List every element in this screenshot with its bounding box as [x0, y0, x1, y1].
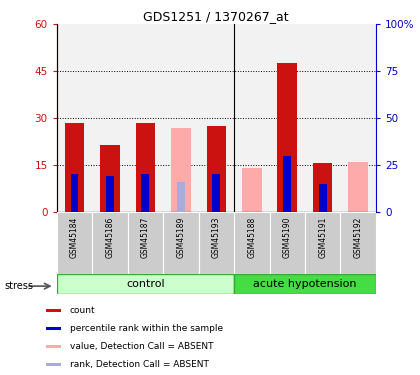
Bar [142, 174, 149, 212]
Text: GSM45193: GSM45193 [212, 217, 221, 258]
Bar [305, 24, 341, 212]
Bar [305, 212, 341, 274]
Text: GSM45190: GSM45190 [283, 217, 292, 258]
Text: percentile rank within the sample: percentile rank within the sample [70, 324, 223, 333]
Bar [319, 184, 327, 212]
Bar [242, 168, 262, 212]
Bar [65, 123, 84, 212]
Title: GDS1251 / 1370267_at: GDS1251 / 1370267_at [144, 10, 289, 23]
Bar [284, 156, 291, 212]
Text: rank, Detection Call = ABSENT: rank, Detection Call = ABSENT [70, 360, 209, 369]
Bar [278, 63, 297, 212]
Text: count: count [70, 306, 96, 315]
Bar [199, 24, 234, 212]
Bar [349, 162, 368, 212]
Text: GSM45189: GSM45189 [176, 217, 185, 258]
Text: GSM45186: GSM45186 [105, 217, 114, 258]
Text: GSM45184: GSM45184 [70, 217, 79, 258]
Bar [234, 274, 376, 294]
Bar [177, 182, 185, 212]
Bar [213, 174, 220, 212]
Bar [234, 24, 270, 212]
Bar [341, 24, 376, 212]
Bar [46, 327, 61, 330]
Bar [199, 212, 234, 274]
Text: GSM45188: GSM45188 [247, 217, 256, 258]
Bar [57, 24, 92, 212]
Bar [46, 345, 61, 348]
Bar [270, 212, 305, 274]
Text: acute hypotension: acute hypotension [253, 279, 357, 289]
Bar [207, 126, 226, 212]
Bar [92, 24, 128, 212]
Bar [341, 212, 376, 274]
Text: control: control [126, 279, 165, 289]
Bar [92, 212, 128, 274]
Bar [313, 164, 333, 212]
Text: GSM45191: GSM45191 [318, 217, 327, 258]
Bar [128, 24, 163, 212]
Bar [46, 363, 61, 366]
Bar [106, 176, 114, 212]
Bar [136, 123, 155, 212]
Bar [71, 174, 79, 212]
Bar [270, 24, 305, 212]
Bar [163, 212, 199, 274]
Text: GSM45192: GSM45192 [354, 217, 362, 258]
Bar [46, 309, 61, 312]
Bar [100, 145, 120, 212]
Text: GSM45187: GSM45187 [141, 217, 150, 258]
Bar [163, 24, 199, 212]
Bar [234, 212, 270, 274]
Bar [128, 212, 163, 274]
Bar [57, 212, 92, 274]
Bar [171, 128, 191, 212]
Text: value, Detection Call = ABSENT: value, Detection Call = ABSENT [70, 342, 213, 351]
Bar [57, 274, 234, 294]
Text: stress: stress [4, 281, 33, 291]
